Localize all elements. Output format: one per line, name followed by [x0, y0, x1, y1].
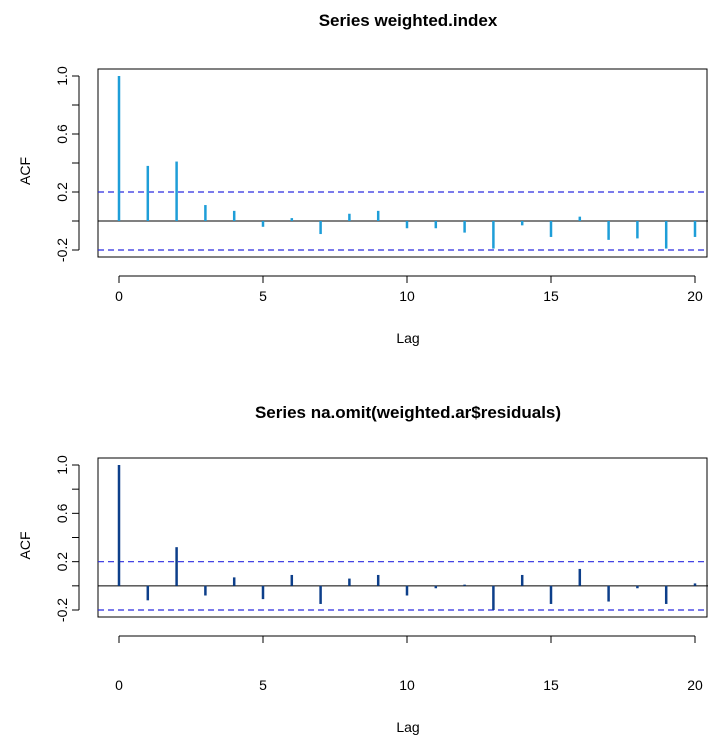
chart-title: Series weighted.index: [319, 11, 498, 30]
x-axis-label: Lag: [396, 330, 419, 346]
x-tick-label: 20: [687, 677, 703, 693]
y-tick-label: 1.0: [54, 455, 70, 475]
chart-title: Series na.omit(weighted.ar$residuals): [255, 403, 561, 422]
y-tick-label: -0.2: [54, 238, 70, 262]
acf-panel-2: Series na.omit(weighted.ar$residuals) 0 5 1…: [17, 403, 708, 735]
x-tick-label: 0: [115, 288, 123, 304]
x-tick-label: 0: [115, 677, 123, 693]
x-tick-label: 10: [399, 288, 415, 304]
x-tick-label: 5: [259, 288, 267, 304]
y-tick-label: 0.2: [54, 552, 70, 572]
y-tick-label: 0.6: [54, 503, 70, 523]
x-tick-label: 5: [259, 677, 267, 693]
y-tick-label: -0.2: [54, 598, 70, 622]
x-tick-label: 15: [543, 288, 559, 304]
x-tick-label: 20: [687, 288, 703, 304]
plot-frame: [97, 457, 708, 618]
acf-panel-1: Series weighted.index 0 5 10 15 20 -0.2 0.2 0.6 1…: [17, 11, 708, 346]
y-tick-label: 0.2: [54, 182, 70, 202]
y-axis-label: ACF: [17, 532, 33, 560]
x-axis-label: Lag: [396, 719, 419, 735]
y-tick-label: 1.0: [54, 66, 70, 86]
x-tick-label: 15: [543, 677, 559, 693]
x-tick-label: 10: [399, 677, 415, 693]
y-axis-label: ACF: [17, 157, 33, 185]
y-tick-label: 0.6: [54, 124, 70, 144]
plot-frame: [97, 68, 708, 258]
